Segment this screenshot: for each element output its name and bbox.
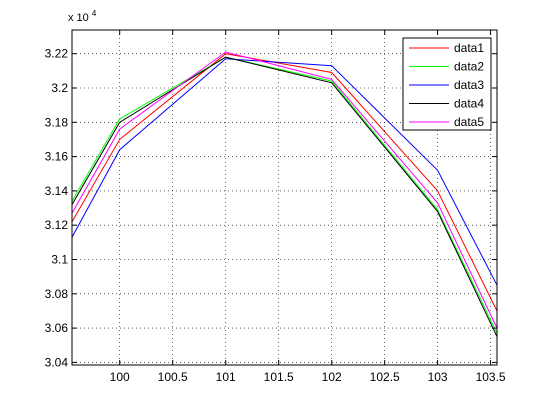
y-tick-label: 3.1 (51, 253, 68, 267)
y-multiplier-base: x 10 (68, 12, 89, 24)
y-tick-label: 3.2 (51, 81, 68, 95)
series-line-data2 (71, 56, 498, 334)
x-tick-labels: 100 100.5 101 101.5 102 102.5 103 103.5 (110, 370, 506, 384)
grid-lines (72, 30, 497, 365)
x-tick-label: 102.5 (370, 370, 400, 384)
series-line-data1 (71, 53, 498, 312)
legend-label-data4: data4 (454, 97, 484, 111)
legend-label-data5: data5 (454, 115, 484, 129)
y-tick-label: 3.18 (45, 115, 69, 129)
y-tick-label: 3.12 (45, 218, 69, 232)
plot-area-frame (71, 29, 498, 366)
series-line-data5 (71, 51, 498, 329)
axis-ticks (72, 30, 497, 365)
legend-label-data3: data3 (454, 78, 484, 92)
series-lines (71, 51, 498, 337)
x-tick-label: 101 (216, 370, 236, 384)
x-tick-label: 103.5 (476, 370, 506, 384)
series-line-data4 (71, 56, 498, 337)
y-multiplier-label: x 10 4 (68, 9, 97, 24)
x-tick-label: 101.5 (264, 370, 294, 384)
y-tick-label: 3.04 (45, 355, 69, 369)
x-tick-label: 100 (110, 370, 130, 384)
y-tick-label: 3.08 (45, 287, 69, 301)
legend-label-data1: data1 (454, 41, 484, 55)
series-line-data3 (71, 58, 498, 286)
y-tick-label: 3.14 (45, 184, 69, 198)
y-tick-label: 3.16 (45, 150, 69, 164)
legend-box (402, 37, 492, 131)
legend: data1 data2 data3 data4 data5 (402, 37, 492, 131)
y-tick-labels: 3.04 3.06 3.08 3.1 3.12 3.14 3.16 3.18 3.2 3.22 (45, 47, 69, 370)
y-tick-label: 3.06 (45, 321, 69, 335)
y-multiplier-exponent: 4 (92, 9, 97, 18)
x-tick-label: 102 (322, 370, 342, 384)
x-tick-label: 100.5 (158, 370, 188, 384)
x-tick-label: 103 (428, 370, 448, 384)
y-tick-label: 3.22 (45, 47, 69, 61)
legend-label-data2: data2 (454, 60, 484, 74)
